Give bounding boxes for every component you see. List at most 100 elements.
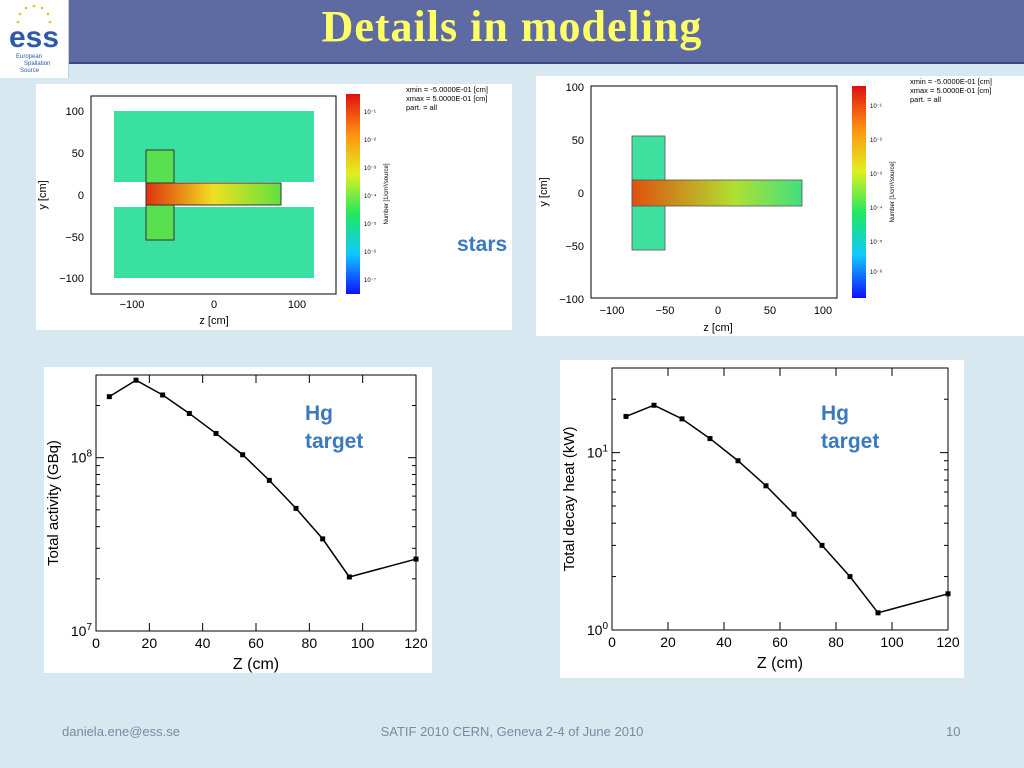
y-tick-label: 100 <box>66 106 84 118</box>
ess-logo: ess European Spallation Source <box>0 0 69 78</box>
x-axis-label: z [cm] <box>199 315 228 327</box>
x-tick-label: 20 <box>142 635 158 651</box>
colorbar-tick: 10⁻⁴ <box>870 205 883 212</box>
logo-line-1: European <box>16 54 42 60</box>
data-point <box>413 556 419 562</box>
data-point <box>186 410 192 416</box>
colorbar-tick: 10⁻⁵ <box>364 221 377 228</box>
colorbar <box>852 86 866 298</box>
annotation-line: target <box>305 430 364 453</box>
target-shape <box>145 182 282 206</box>
x-tick-label: 80 <box>828 634 844 650</box>
annotation-line: target <box>821 430 880 453</box>
map-right-svg: −100 −50 0 50 100 100 50 0 −50 −100 z [c… <box>538 77 992 334</box>
y-axis-label: Total activity (GBq) <box>45 440 62 566</box>
x-tick-label: 100 <box>880 634 904 650</box>
y-tick-label: −100 <box>559 294 584 306</box>
data-point <box>106 394 112 400</box>
data-series-line <box>108 379 417 578</box>
x-tick-label: −100 <box>120 299 145 311</box>
data-point <box>791 511 797 517</box>
y-tick-label: 50 <box>572 135 584 147</box>
x-tick-label: 100 <box>351 635 375 651</box>
footer-conference: SATIF 2010 CERN, Geneva 2-4 of June 2010 <box>380 724 644 739</box>
colorbar-tick: 10⁻³ <box>364 166 376 172</box>
hg-target-annotation-left: Hg target <box>305 400 363 456</box>
stars-label: stars <box>457 233 508 256</box>
data-point <box>651 402 657 408</box>
y-tick-label: 100 <box>566 82 584 94</box>
x-tick-label: −100 <box>600 305 625 317</box>
map-info-line: xmax = 5.0000E-01 [cm] <box>910 86 992 95</box>
y-axis-label: Total decay heat (kW) <box>561 426 578 571</box>
title-bar <box>0 0 1024 64</box>
annotation-line: Hg <box>821 402 849 425</box>
colorbar-tick: 10⁻⁵ <box>870 239 883 246</box>
decay-heat-chart: 0 20 40 60 80 100 120 100 101 Z (cm) Total decay h… <box>561 367 960 672</box>
colorbar-tick: 10⁻² <box>364 138 376 144</box>
map-info-line: xmin = -5.0000E-01 [cm] <box>910 77 992 86</box>
decay-heat-chart-panel: 0 20 40 60 80 100 120 100 101 Z (cm) Total decay h… <box>560 360 964 678</box>
footer-email: daniela.ene@ess.se <box>62 724 180 739</box>
y-tick-label: 107 <box>71 622 93 639</box>
logo-wordmark: ess <box>9 21 59 54</box>
logo-line-3: Source <box>20 68 40 74</box>
footer-page-number: 10 <box>946 724 961 739</box>
star-density-map-right: −100 −50 0 50 100 100 50 0 −50 −100 z [c… <box>536 76 1024 336</box>
data-point <box>623 413 629 419</box>
star-density-map-left: −100 0 100 100 50 0 −50 −100 z [cm] y [c… <box>36 84 512 330</box>
x-axis-label: Z (cm) <box>233 656 279 673</box>
map-left-svg: −100 0 100 100 50 0 −50 −100 z [cm] y [c… <box>37 85 488 327</box>
data-point <box>133 377 139 383</box>
data-point <box>819 542 825 548</box>
data-point <box>847 574 853 580</box>
activity-chart: 0 20 40 60 80 100 120 107 108 Z (cm) Total activit… <box>45 374 428 673</box>
x-tick-label: 100 <box>814 305 832 317</box>
data-point <box>875 610 881 616</box>
x-tick-label: 80 <box>302 635 318 651</box>
x-tick-label: −50 <box>656 305 675 317</box>
data-series-line <box>625 404 949 614</box>
colorbar-tick: 10⁻¹ <box>870 104 882 110</box>
colorbar-label: Number [1/cm³/source] <box>890 161 896 222</box>
x-tick-label: 100 <box>288 299 306 311</box>
colorbar-tick: 10⁻⁷ <box>364 277 376 284</box>
x-tick-label: 0 <box>715 305 721 317</box>
target-shape <box>631 179 803 207</box>
hg-target-annotation-right: Hg target <box>821 400 879 456</box>
map-info-line: xmax = 5.0000E-01 [cm] <box>406 94 488 103</box>
y-tick-label: −50 <box>65 232 84 244</box>
activity-chart-panel: 0 20 40 60 80 100 120 107 108 Z (cm) Total activit… <box>44 367 432 673</box>
y-tick-label: 0 <box>578 188 584 200</box>
data-point <box>266 477 272 483</box>
x-tick-label: 120 <box>404 635 428 651</box>
data-point <box>213 430 219 436</box>
colorbar-tick: 10⁻⁶ <box>870 269 883 276</box>
y-axis-label: y [cm] <box>37 180 49 209</box>
x-tick-label: 0 <box>608 634 616 650</box>
data-point <box>763 483 769 489</box>
logo-line-2: Spallation <box>24 61 50 67</box>
y-tick-label: −100 <box>59 273 84 285</box>
x-tick-label: 120 <box>936 634 960 650</box>
data-point <box>240 452 246 458</box>
y-axis-label: y [cm] <box>538 177 550 206</box>
map-info-line: part. = all <box>910 95 941 104</box>
colorbar-tick: 10⁻⁴ <box>364 193 377 200</box>
colorbar-tick: 10⁻¹ <box>364 110 376 116</box>
data-point <box>160 392 166 398</box>
y-tick-label: −50 <box>565 241 584 253</box>
data-point <box>735 458 741 464</box>
data-point <box>679 416 685 422</box>
x-tick-label: 60 <box>772 634 788 650</box>
plot-frame <box>95 374 417 632</box>
data-point <box>707 436 713 442</box>
y-tick-label: 101 <box>587 444 609 461</box>
colorbar-label: Number [1/cm³/source] <box>384 163 390 224</box>
data-point <box>293 505 299 511</box>
x-tick-label: 0 <box>92 635 100 651</box>
data-point <box>320 536 326 542</box>
colorbar-tick: 10⁻³ <box>870 172 882 178</box>
x-tick-label: 50 <box>764 305 776 317</box>
x-tick-label: 20 <box>660 634 676 650</box>
